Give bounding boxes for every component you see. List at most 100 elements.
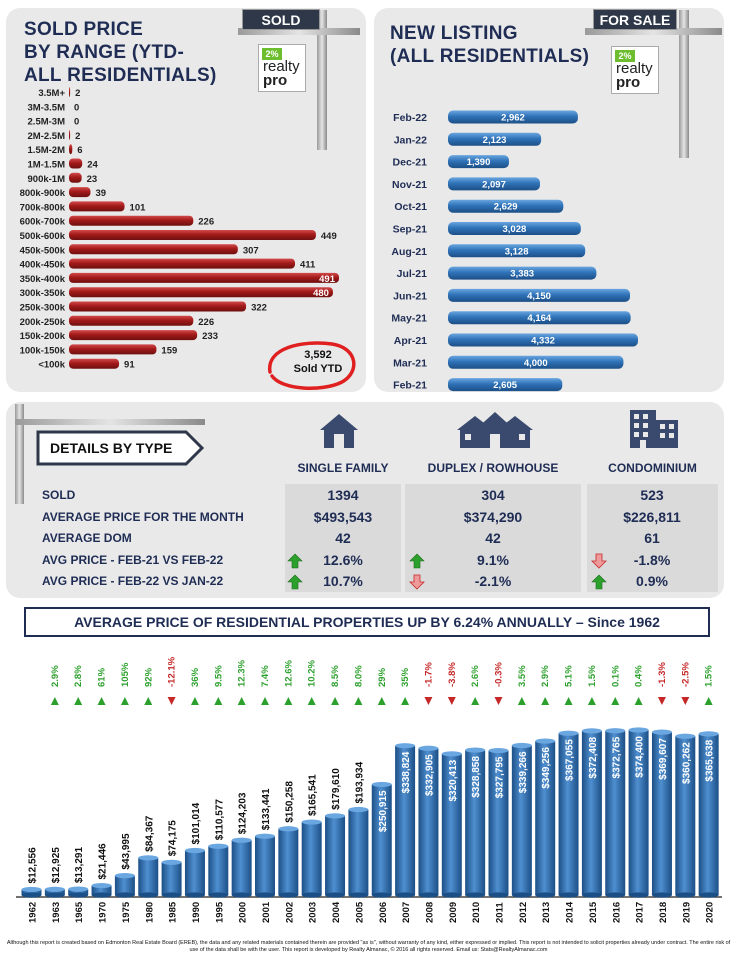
listing-bar [448, 155, 509, 169]
history-change-label: 2.6% [470, 665, 481, 687]
history-value-label: $338,824 [401, 751, 412, 793]
history-bar [698, 733, 719, 895]
historic-price-chart: 1962 $12,556 1963 $12,925 2.9% 1965 $13,291 2.8… [16, 656, 722, 923]
history-year-label: 2003 [308, 902, 319, 923]
change-down-icon [657, 697, 666, 705]
history-change-label: 9.5% [213, 665, 224, 687]
sold-category-label: 250k-300k [20, 303, 66, 314]
sold-data-label: 39 [95, 188, 106, 199]
sold-data-label: 480 [313, 288, 329, 299]
change-up-icon [541, 697, 550, 705]
sold-category-label: 300k-350k [20, 288, 66, 299]
history-year-label: 2014 [565, 901, 576, 923]
sold-data-label: 233 [202, 331, 218, 342]
sold-category-label: 2M-2.5M [28, 131, 66, 142]
listing-category-label: Apr-21 [394, 335, 427, 347]
history-bar [21, 889, 42, 895]
change-up-icon [704, 697, 713, 705]
history-change-label: 0.4% [634, 665, 645, 687]
sold-category-label: 2.5M-3M [28, 117, 66, 128]
listing-data-label: 3,383 [510, 269, 534, 280]
history-year-label: 1965 [74, 901, 85, 923]
listing-data-label: 2,097 [482, 179, 506, 190]
history-change-label: 36% [190, 667, 201, 687]
history-bar-cap [698, 731, 719, 737]
history-bar-base [441, 892, 462, 898]
history-value-label: $374,400 [635, 736, 646, 778]
details-value: -1.8% [633, 551, 671, 568]
listing-bar [448, 378, 563, 392]
history-value-label: $365,638 [705, 739, 716, 781]
sold-data-label: 0 [74, 102, 79, 113]
logo-realty-2: realty [616, 60, 653, 77]
history-bar [91, 885, 112, 895]
history-bar-base [301, 892, 322, 898]
history-year-label: 2015 [588, 901, 599, 923]
sold-bar [69, 287, 333, 298]
sold-bar [69, 230, 316, 240]
listing-bar [448, 177, 540, 191]
change-up-icon [237, 697, 246, 705]
listing-category-label: Nov-21 [392, 179, 427, 191]
history-bar-base [348, 892, 369, 898]
sold-category-label: 700k-800k [20, 202, 66, 213]
details-value: $226,811 [623, 508, 681, 525]
col-bg-single [285, 484, 401, 592]
logo-badge: 2% [262, 48, 282, 60]
logo-pro-2: pro [616, 74, 641, 91]
history-year-label: 1990 [191, 902, 202, 923]
listing-title-line-2: (ALL RESIDENTIALS) [390, 46, 590, 67]
for-sale-sign: FOR SALE [593, 9, 677, 30]
history-bar-base [418, 892, 439, 898]
history-change-label: 8.0% [353, 665, 364, 687]
change-up-icon [97, 697, 106, 705]
history-bar [231, 840, 252, 895]
change-down-icon [681, 697, 690, 705]
change-up-icon [587, 697, 596, 705]
history-value-label: $360,262 [681, 742, 692, 784]
history-bar [651, 732, 672, 895]
history-bar-cap [395, 743, 416, 749]
details-value: -2.1% [474, 573, 512, 589]
details-value: 1394 [327, 487, 359, 503]
sold-category-label: 100k-150k [20, 345, 66, 356]
history-bar [395, 745, 416, 895]
history-bar-base [161, 892, 182, 898]
sold-sign: SOLD [242, 9, 320, 30]
sold-category-label: 1.5M-2M [28, 145, 66, 156]
change-up-icon [214, 697, 223, 705]
details-value: $493,543 [313, 508, 373, 525]
history-bar-cap [605, 728, 626, 734]
col-bg-duplex [405, 484, 581, 592]
listing-data-label: 4,332 [531, 336, 555, 347]
history-year-label: 2010 [471, 902, 482, 923]
annual-growth-banner: AVERAGE PRICE OF RESIDENTIAL PROPERTIES … [24, 607, 710, 637]
change-up-icon [190, 697, 199, 705]
col-head-single-family: SINGLE FAMILY [297, 461, 389, 475]
details-value: 10.7% [323, 573, 363, 589]
sold-bar [69, 129, 71, 140]
history-value-label: $369,607 [658, 738, 669, 780]
history-bar-base [605, 892, 626, 898]
history-bar [418, 748, 439, 895]
history-bar-base [138, 892, 159, 898]
listing-category-label: Jan-22 [394, 134, 427, 146]
history-bar-base [395, 892, 416, 898]
change-up-icon [564, 697, 573, 705]
history-year-label: 2019 [681, 902, 692, 923]
history-bar-cap [114, 873, 135, 879]
listing-data-label: 4,164 [527, 313, 551, 324]
listing-bar [448, 288, 631, 302]
arrow-down-icon [409, 574, 425, 590]
history-bar-base [91, 892, 112, 898]
history-value-label: $74,175 [168, 820, 179, 857]
history-bar [255, 836, 275, 895]
history-bar-cap [675, 733, 696, 739]
history-bar-base [628, 892, 649, 898]
history-bar [628, 730, 649, 895]
arrow-up-icon [591, 574, 607, 590]
change-down-icon [494, 697, 503, 705]
listing-category-label: Sep-21 [393, 224, 428, 236]
change-up-icon [517, 697, 526, 705]
history-value-label: $12,925 [51, 847, 62, 884]
